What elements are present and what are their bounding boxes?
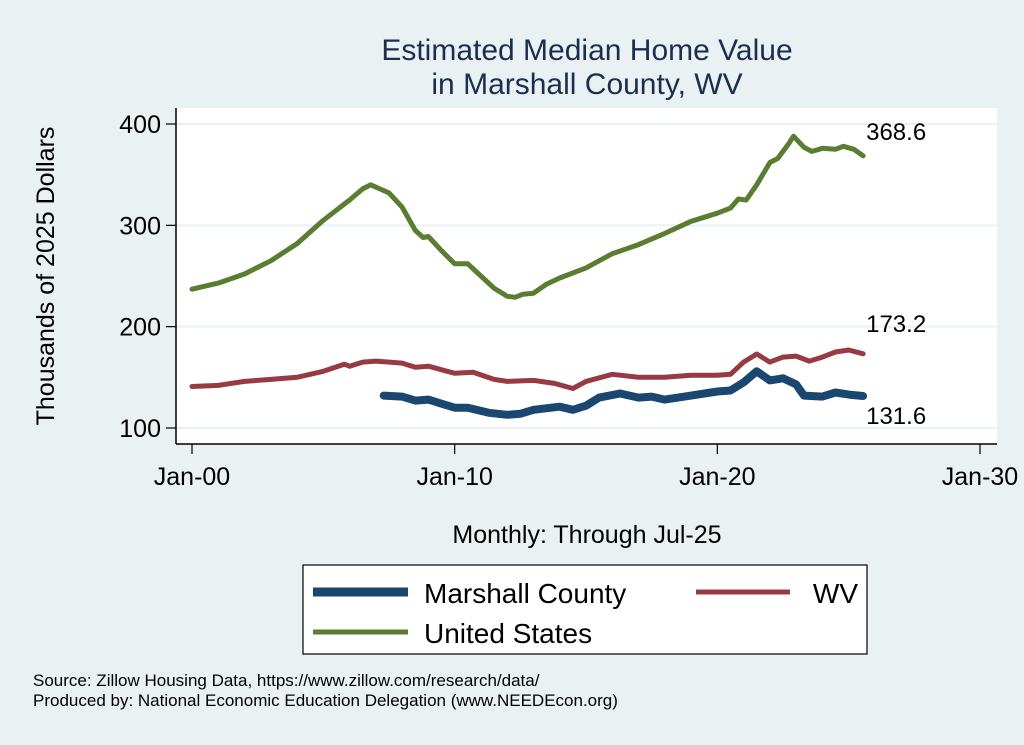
source-note: Source: Zillow Housing Data, https://www… (33, 671, 540, 690)
legend-box (302, 564, 868, 655)
x-axis-label: Monthly: Through Jul-25 (452, 521, 721, 549)
x-tick-label: Jan-20 (679, 463, 755, 491)
end-label-united-states: 368.6 (866, 119, 926, 146)
produced-by-note: Produced by: National Economic Education… (33, 691, 618, 710)
end-label-marshall-county: 131.6 (866, 403, 926, 430)
legend: Marshall County WV United States (302, 564, 868, 655)
y-tick-label: 400 (119, 111, 161, 139)
series-line-wv (189, 347, 866, 391)
y-tick-label: 300 (119, 212, 161, 240)
series-line-united-states (189, 133, 866, 300)
plot-area (176, 108, 997, 444)
x-tick-label: Jan-10 (416, 463, 492, 491)
legend-label-united-states: United States (424, 618, 592, 649)
chart-title-line-2: in Marshall County, WV (431, 68, 742, 101)
series-line-marshall-county (379, 367, 868, 419)
legend-label-wv: WV (813, 578, 858, 609)
x-tick-label: Jan-00 (154, 463, 230, 491)
end-label-wv: 173.2 (866, 311, 926, 338)
y-tick-label: 200 (119, 314, 161, 342)
x-tick-label: Jan-30 (942, 463, 1018, 491)
legend-label-marshall-county: Marshall County (424, 578, 626, 609)
y-axis-label: Thousands of 2025 Dollars (32, 127, 60, 426)
chart-title-line-1: Estimated Median Home Value (381, 34, 792, 67)
y-tick-label: 100 (119, 415, 161, 443)
